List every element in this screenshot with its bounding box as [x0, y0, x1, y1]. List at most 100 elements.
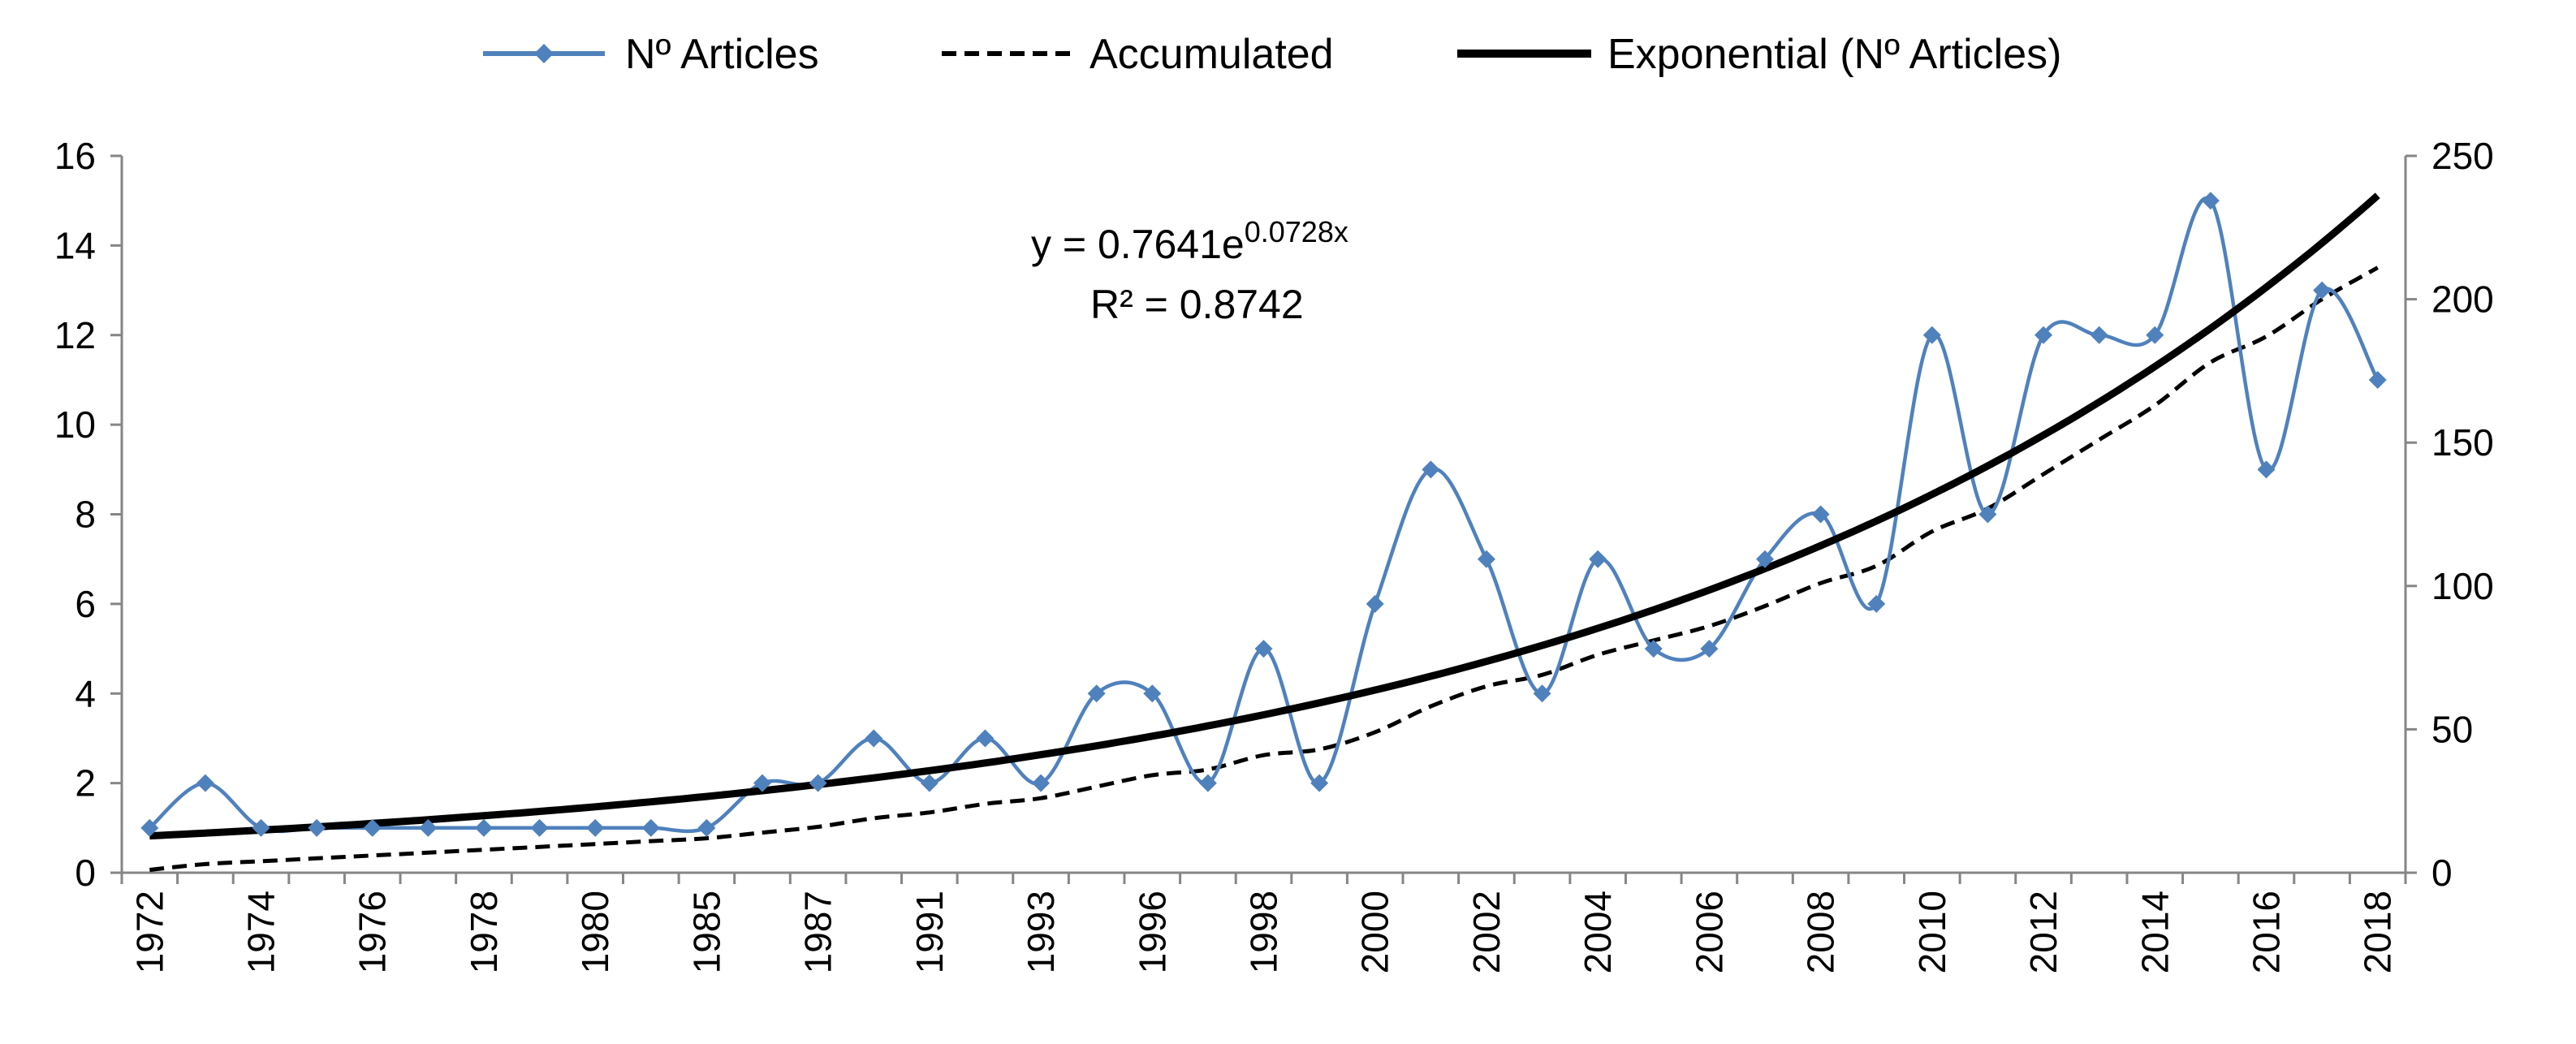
y-right-tick-label: 250	[2431, 135, 2494, 177]
articles-data-point	[530, 818, 549, 837]
articles-data-point	[1143, 684, 1162, 703]
articles-data-point	[809, 774, 827, 792]
articles-data-point	[2368, 370, 2387, 389]
x-tick-label: 1980	[574, 891, 616, 973]
y-left-tick-label: 0	[75, 852, 96, 894]
articles-data-point	[2146, 326, 2164, 344]
r-squared-text: R² = 0.8742	[1090, 282, 1304, 327]
articles-data-point	[1922, 326, 1941, 344]
legend-articles-diamond-marker	[534, 44, 554, 63]
articles-series-line	[148, 196, 2380, 834]
articles-data-point	[641, 818, 660, 837]
x-tick-label: 1993	[1020, 891, 1062, 973]
articles-data-point	[1087, 684, 1106, 703]
y-left-tick-label: 8	[75, 494, 96, 536]
equation-text: y = 0.7641e0.0728x	[1031, 215, 1348, 267]
legend-item-articles: Nº Articles	[483, 31, 819, 78]
articles-data-point	[1867, 594, 1886, 613]
articles-data-point	[1254, 640, 1273, 658]
articles-data-point	[1644, 640, 1663, 658]
articles-data-point	[363, 818, 382, 837]
articles-data-point	[419, 818, 438, 837]
x-tick-label: 1991	[908, 891, 951, 973]
y-left-tick-label: 4	[75, 672, 96, 714]
articles-data-point	[1755, 550, 1774, 568]
articles-data-point	[2090, 326, 2108, 344]
x-tick-label: 2014	[2134, 891, 2176, 973]
x-tick-label: 1985	[685, 891, 727, 973]
y-right-tick-label: 150	[2431, 421, 2494, 464]
articles-data-point	[2034, 326, 2053, 344]
articles-data-point	[1978, 505, 1997, 524]
y-right-ticks: 0 50 100 150 200 250	[2406, 135, 2494, 894]
articles-data-point	[252, 818, 270, 837]
legend-accumulated-label: Accumulated	[1090, 31, 1334, 78]
y-left-tick-label: 6	[75, 583, 96, 625]
y-left-tick-label: 14	[54, 224, 96, 266]
x-tick-label: 1976	[352, 891, 394, 973]
y-right-tick-label: 50	[2431, 708, 2473, 750]
articles-data-point	[920, 774, 938, 792]
articles-markers	[140, 192, 2387, 837]
articles-data-point	[1700, 640, 1719, 658]
x-tick-label: 1987	[797, 891, 839, 973]
y-right-tick-label: 200	[2431, 278, 2494, 321]
articles-data-point	[1198, 774, 1217, 792]
articles-data-point	[140, 818, 159, 837]
articles-data-point	[1366, 594, 1384, 613]
x-tick-label: 1974	[240, 891, 283, 973]
articles-data-point	[1589, 550, 1607, 568]
equation-exponent: 0.0728x	[1245, 215, 1348, 248]
x-tick-label: 2000	[1354, 891, 1396, 973]
legend-articles-label: Nº Articles	[625, 31, 819, 78]
legend: Nº Articles Accumulated Exponential (Nº …	[483, 31, 2061, 78]
accumulated-series-line	[149, 265, 2379, 872]
articles-data-point	[1310, 774, 1329, 792]
exponential-trendline	[149, 192, 2380, 840]
articles-data-point	[753, 774, 772, 792]
x-tick-label: 2006	[1688, 891, 1730, 973]
articles-data-point	[1032, 774, 1051, 792]
legend-item-accumulated: Accumulated	[942, 31, 1334, 78]
x-tick-label: 2012	[2022, 891, 2065, 973]
articles-data-point	[2201, 192, 2220, 210]
articles-data-point	[1422, 460, 1440, 479]
articles-data-point	[2313, 281, 2332, 300]
x-tick-label: 2010	[1911, 891, 1953, 973]
articles-data-point	[865, 729, 883, 748]
equation-base: y = 0.7641e	[1031, 222, 1245, 267]
x-tick-label: 1996	[1131, 891, 1173, 973]
articles-data-point	[697, 818, 716, 837]
legend-exponential-label: Exponential (Nº Articles)	[1607, 31, 2061, 78]
x-tick-label: 2002	[1465, 891, 1508, 973]
articles-data-point	[2257, 460, 2276, 479]
articles-data-point	[308, 818, 326, 837]
y-right-tick-label: 100	[2431, 565, 2494, 607]
legend-item-exponential: Exponential (Nº Articles)	[1457, 31, 2061, 78]
x-tick-label: 2008	[1800, 891, 1842, 973]
x-tick-label: 1998	[1243, 891, 1285, 973]
y-left-tick-label: 16	[54, 135, 96, 177]
x-tick-label: 2016	[2245, 891, 2287, 973]
articles-data-point	[196, 774, 214, 792]
x-tick-label: 1978	[463, 891, 505, 973]
y-left-tick-label: 12	[54, 314, 96, 356]
articles-data-point	[1533, 684, 1551, 703]
articles-data-point	[474, 818, 493, 837]
articles-data-point	[1811, 505, 1830, 524]
articles-data-point	[1477, 550, 1495, 568]
y-right-tick-label: 0	[2431, 852, 2453, 894]
x-tick-label: 2004	[1577, 891, 1619, 973]
x-ticks: 1972 1974 1976 1978 1980 1985 1987 1991 1993 1996…	[120, 873, 2407, 973]
articles-data-point	[976, 729, 995, 748]
articles-data-point	[586, 818, 605, 837]
series-layer	[140, 192, 2387, 872]
x-tick-label: 2018	[2357, 891, 2399, 973]
x-tick-label: 1972	[128, 891, 170, 973]
y-left-tick-label: 10	[54, 403, 96, 446]
trendline-equation: y = 0.7641e0.0728x R² = 0.8742	[1031, 215, 1348, 327]
y-left-ticks: 0 2 4 6 8 10 12 14 16	[54, 135, 122, 894]
y-left-tick-label: 2	[75, 762, 96, 805]
